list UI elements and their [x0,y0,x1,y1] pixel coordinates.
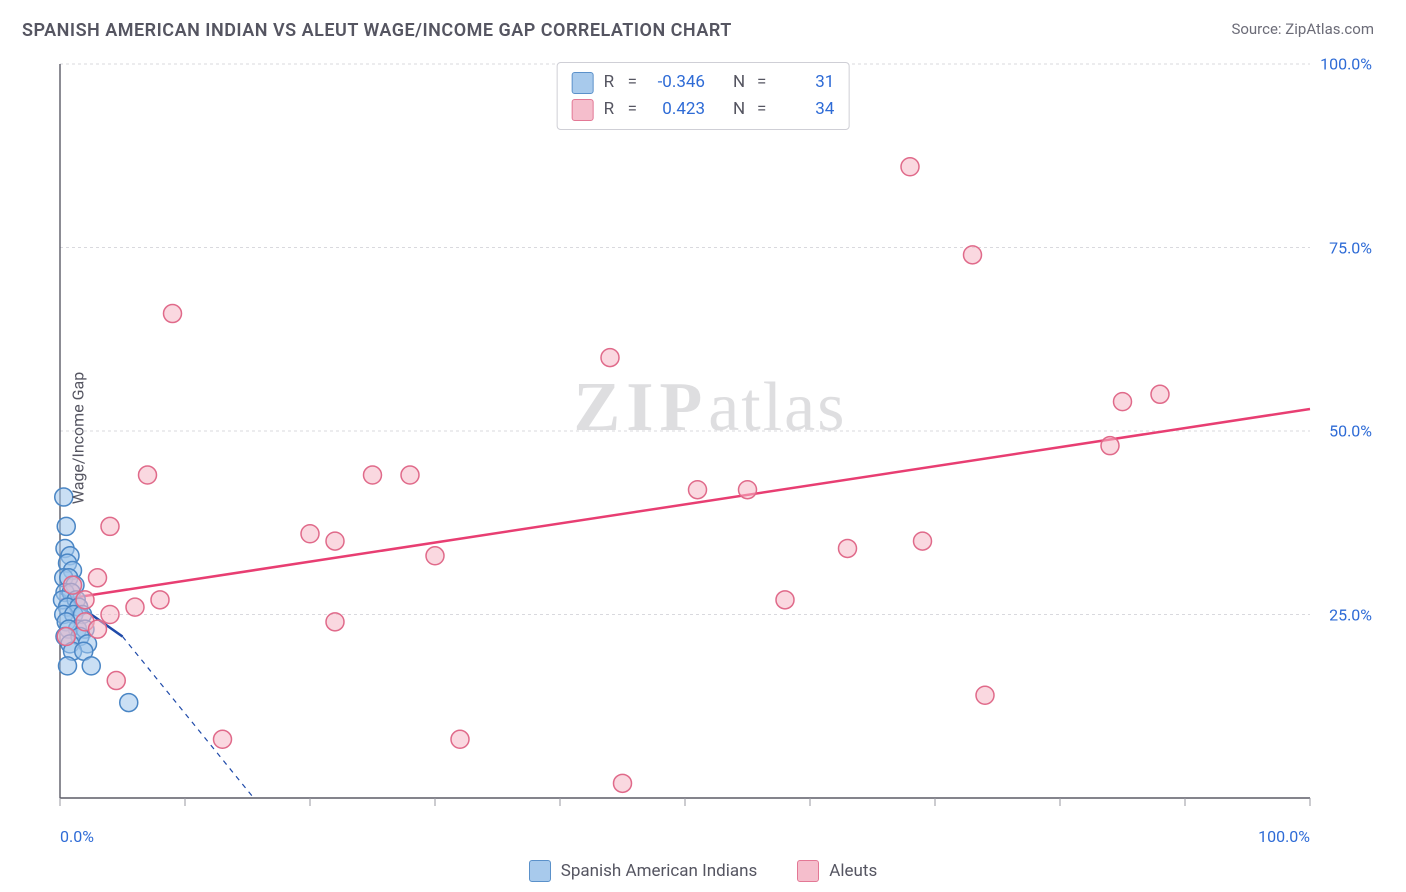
stat-label-n: N [733,96,747,123]
source-name: ZipAtlas.com [1285,20,1374,38]
swatch-spanish [529,860,551,882]
y-tick-label: 50.0% [1329,422,1372,441]
chart-header: SPANISH AMERICAN INDIAN VS ALEUT WAGE/IN… [0,0,1406,51]
stat-n-aleuts: 34 [776,96,834,123]
equals-sign: = [757,69,766,96]
source-attribution: Source: ZipAtlas.com [1231,20,1374,38]
legend-item-aleuts: Aleuts [797,860,877,882]
stat-r-spanish: -0.346 [647,69,705,96]
scatter-plot-svg [50,58,1370,818]
swatch-spanish [572,72,594,94]
plot-area: Wage/Income Gap ZIPatlas 25.0%50.0%75.0%… [50,58,1370,818]
y-tick-label: 25.0% [1329,605,1372,624]
y-tick-label: 75.0% [1329,238,1372,257]
x-tick-label: 100.0% [1258,827,1310,846]
stat-label-n: N [733,69,747,96]
correlation-stats-box: R = -0.346 N = 31 R = 0.423 N = 34 [557,62,850,130]
source-prefix: Source: [1231,20,1285,38]
swatch-aleuts [572,99,594,121]
stat-label-r: R [604,69,618,96]
y-axis-label: Wage/Income Gap [69,372,88,504]
chart-title: SPANISH AMERICAN INDIAN VS ALEUT WAGE/IN… [22,20,732,41]
stat-label-r: R [604,96,618,123]
x-tick-label: 0.0% [60,827,94,846]
equals-sign: = [628,96,637,123]
y-tick-label: 100.0% [1320,55,1372,74]
bottom-legend: Spanish American Indians Aleuts [0,860,1406,882]
legend-label-aleuts: Aleuts [829,861,877,881]
stat-n-spanish: 31 [776,69,834,96]
stats-row-spanish: R = -0.346 N = 31 [572,69,835,96]
swatch-aleuts [797,860,819,882]
stat-r-aleuts: 0.423 [647,96,705,123]
equals-sign: = [757,96,766,123]
equals-sign: = [628,69,637,96]
stats-row-aleuts: R = 0.423 N = 34 [572,96,835,123]
legend-item-spanish: Spanish American Indians [529,860,758,882]
legend-label-spanish: Spanish American Indians [561,861,758,881]
